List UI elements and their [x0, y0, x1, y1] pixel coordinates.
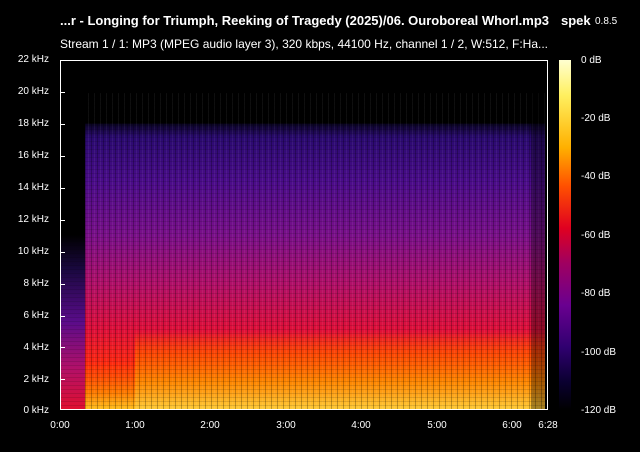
y-tick-label: 6 kHz	[23, 310, 49, 321]
y-tick-label: 10 kHz	[17, 246, 49, 257]
spectrogram-plot[interactable]	[60, 60, 548, 410]
x-tick-label: 4:00	[351, 420, 371, 431]
app-version: 0.8.5	[595, 16, 618, 27]
x-tick-label: 2:00	[200, 420, 220, 431]
y-tick	[61, 316, 65, 317]
y-tick	[61, 92, 65, 93]
y-tick	[61, 379, 65, 380]
file-title: ...r - Longing for Triumph, Reeking of T…	[60, 13, 550, 28]
x-tick-label: 3:00	[276, 420, 296, 431]
colorbar-label: -60 dB	[581, 230, 611, 241]
colorbar-label: -80 dB	[581, 288, 611, 299]
colorbar-label: 0 dB	[581, 55, 602, 66]
y-tick-label: 8 kHz	[23, 278, 49, 289]
colorbar-label: -40 dB	[581, 171, 611, 182]
x-tick-label: 5:00	[427, 420, 447, 431]
y-tick-label: 12 kHz	[17, 214, 49, 225]
y-tick-label: 14 kHz	[17, 182, 49, 193]
y-tick	[61, 220, 65, 221]
y-tick	[61, 156, 65, 157]
y-tick-label: 0 kHz	[23, 405, 49, 416]
colorbar-label: -20 dB	[581, 113, 611, 124]
stream-info: Stream 1 / 1: MP3 (MPEG audio layer 3), …	[60, 37, 549, 51]
colorbar-label: -120 dB	[581, 405, 617, 416]
x-tick-label: 0:00	[50, 420, 70, 431]
y-tick	[61, 124, 65, 125]
colorbar-label: -100 dB	[581, 347, 617, 358]
colorbar-gradient	[559, 60, 571, 410]
x-tick-label: 1:00	[125, 420, 145, 431]
y-tick-label: 20 kHz	[17, 86, 49, 97]
y-tick-label: 18 kHz	[17, 118, 49, 129]
y-tick-label: 2 kHz	[23, 374, 49, 385]
x-tick-label: 6:28	[538, 420, 558, 431]
y-tick-label: 16 kHz	[17, 150, 49, 161]
y-tick	[61, 284, 65, 285]
y-tick	[61, 252, 65, 253]
title-bar: ...r - Longing for Triumph, Reeking of T…	[0, 13, 640, 33]
app-name: spek	[561, 13, 591, 28]
y-tick	[61, 347, 65, 348]
y-tick	[61, 188, 65, 189]
y-tick-label: 22 kHz	[17, 54, 49, 65]
y-tick-label: 4 kHz	[23, 342, 49, 353]
spectrogram-image	[61, 61, 547, 409]
x-tick-label: 6:00	[502, 420, 522, 431]
colorbar	[559, 60, 571, 410]
